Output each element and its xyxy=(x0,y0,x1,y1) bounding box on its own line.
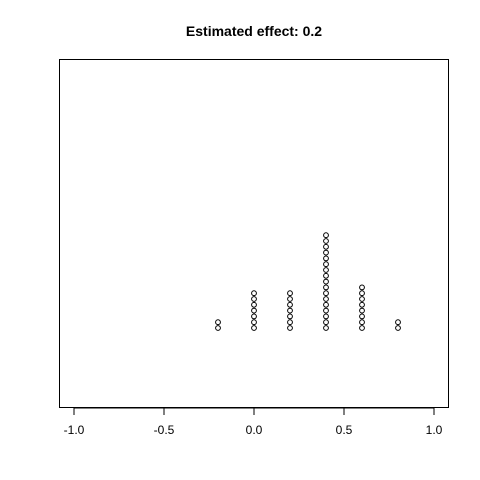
data-point xyxy=(359,325,365,331)
data-point xyxy=(215,319,221,326)
data-point xyxy=(323,319,329,326)
data-point xyxy=(323,278,329,285)
chart-title: Estimated effect: 0.2 xyxy=(186,23,322,39)
data-point xyxy=(323,284,329,291)
data-point xyxy=(359,290,365,297)
data-point xyxy=(251,325,257,331)
x-tick-label: 0.0 xyxy=(246,423,263,437)
data-point xyxy=(359,307,365,314)
data-point xyxy=(287,319,293,326)
data-point xyxy=(323,296,329,302)
data-point xyxy=(323,267,329,273)
data-point xyxy=(251,296,257,302)
data-point xyxy=(323,238,329,244)
data-point xyxy=(395,319,401,326)
data-point xyxy=(287,325,293,331)
x-tick-label: -0.5 xyxy=(154,423,175,437)
data-point xyxy=(359,313,365,320)
data-point xyxy=(323,325,329,331)
data-point xyxy=(251,307,257,314)
data-point xyxy=(323,255,329,262)
data-point xyxy=(323,313,329,320)
x-tick-label: 1.0 xyxy=(426,423,443,437)
x-axis: -1.0 -0.5 0.0 0.5 1.0 xyxy=(64,407,443,437)
data-point xyxy=(215,325,221,331)
data-point xyxy=(323,232,329,239)
data-point xyxy=(323,243,329,250)
x-tick-label: 0.5 xyxy=(336,423,353,437)
data-point xyxy=(323,249,329,256)
data-point xyxy=(323,307,329,314)
data-point xyxy=(251,301,257,308)
data-point xyxy=(323,261,329,268)
data-point xyxy=(323,272,329,279)
data-point xyxy=(359,301,365,308)
data-point xyxy=(323,301,329,308)
data-point xyxy=(359,319,365,326)
data-point xyxy=(251,290,257,297)
data-point xyxy=(287,290,293,297)
data-point xyxy=(287,313,293,320)
data-point xyxy=(251,313,257,320)
x-tick-label: -1.0 xyxy=(64,423,85,437)
data-points xyxy=(215,232,401,331)
data-point xyxy=(359,296,365,302)
data-point xyxy=(287,296,293,302)
data-point xyxy=(359,284,365,291)
data-point xyxy=(251,319,257,326)
data-point xyxy=(287,301,293,308)
data-point xyxy=(395,325,401,331)
data-point xyxy=(323,290,329,297)
data-point xyxy=(287,307,293,314)
